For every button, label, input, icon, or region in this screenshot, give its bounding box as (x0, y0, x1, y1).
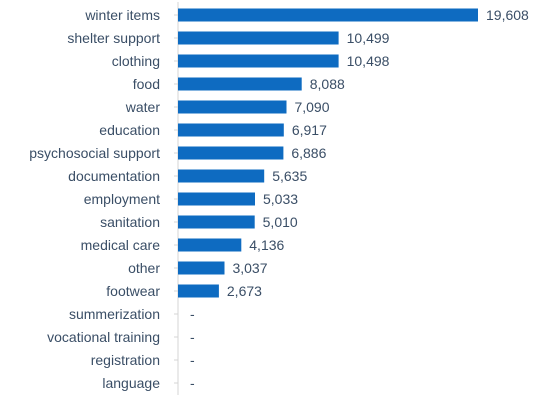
value-label: 6,917 (292, 122, 327, 138)
bars-group (174, 8, 478, 384)
value-label: 19,608 (486, 7, 529, 23)
category-label: employment (84, 191, 160, 207)
category-label: water (125, 99, 161, 115)
value-label: 4,136 (249, 237, 284, 253)
value-label: 3,037 (232, 260, 267, 276)
value-label: 5,635 (272, 168, 307, 184)
category-label: other (128, 260, 160, 276)
bar (178, 77, 302, 91)
category-label: clothing (112, 53, 160, 69)
category-label: medical care (81, 237, 161, 253)
bar (178, 8, 478, 22)
bar (178, 146, 284, 160)
category-label: psychosocial support (29, 145, 160, 161)
value-label: 2,673 (227, 283, 262, 299)
value-label: 5,033 (263, 191, 298, 207)
bar (178, 238, 242, 252)
value-label: 10,498 (347, 53, 390, 69)
category-label: winter items (84, 7, 160, 23)
bar (178, 169, 265, 183)
value-label: - (190, 375, 195, 391)
value-label: - (190, 352, 195, 368)
category-labels: winter items shelter support clothing food w… (29, 7, 160, 391)
bar (178, 54, 339, 68)
value-label: 8,088 (310, 76, 345, 92)
category-label: documentation (68, 168, 160, 184)
category-label: vocational training (47, 329, 160, 345)
value-label: 6,886 (291, 145, 326, 161)
bar (178, 215, 255, 229)
category-label: footwear (106, 283, 160, 299)
category-label: registration (91, 352, 160, 368)
category-label: education (99, 122, 160, 138)
bar (178, 261, 225, 275)
category-label: summerization (69, 306, 160, 322)
value-label: 7,090 (294, 99, 329, 115)
bar (178, 31, 339, 45)
bar (178, 284, 219, 298)
value-label: - (190, 329, 195, 345)
category-label: shelter support (67, 30, 160, 46)
bar (178, 192, 255, 206)
bar (178, 100, 287, 114)
category-label: language (102, 375, 160, 391)
category-label: food (133, 76, 160, 92)
value-label: 10,499 (347, 30, 390, 46)
value-label: 5,010 (263, 214, 298, 230)
value-label: - (190, 306, 195, 322)
category-label: sanitation (100, 214, 160, 230)
bar (178, 123, 284, 137)
